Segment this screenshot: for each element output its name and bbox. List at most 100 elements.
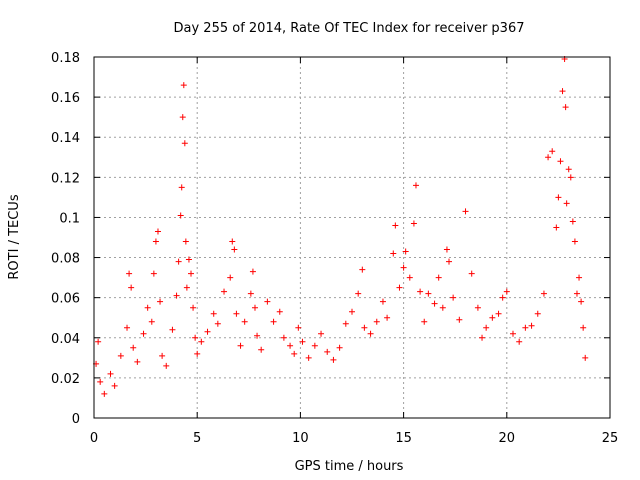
data-point xyxy=(456,316,463,323)
data-point xyxy=(425,290,432,297)
y-tick-label: 0.14 xyxy=(51,131,80,146)
data-point xyxy=(479,334,486,341)
data-point xyxy=(305,354,312,361)
data-point xyxy=(181,140,188,147)
y-tick-label: 0.08 xyxy=(51,252,80,267)
data-point xyxy=(295,324,302,331)
data-point xyxy=(355,290,362,297)
data-point xyxy=(565,166,572,173)
data-point xyxy=(251,304,258,311)
data-point xyxy=(237,342,244,349)
data-point xyxy=(349,308,355,315)
data-point xyxy=(276,308,283,315)
data-point xyxy=(247,290,254,297)
data-point xyxy=(177,212,184,219)
chart-title: Day 255 of 2014, Rate Of TEC Index for r… xyxy=(174,21,525,36)
data-point xyxy=(474,304,481,311)
data-point xyxy=(410,220,417,227)
x-tick-label: 15 xyxy=(395,431,412,446)
data-point xyxy=(359,266,366,273)
data-point xyxy=(555,194,562,201)
data-point xyxy=(582,354,589,361)
data-point xyxy=(157,298,164,305)
data-point xyxy=(117,352,124,359)
data-point xyxy=(258,346,265,353)
data-point xyxy=(182,238,189,245)
data-point xyxy=(241,318,248,325)
x-tick-label: 5 xyxy=(193,431,201,446)
data-point xyxy=(231,246,238,253)
data-points xyxy=(93,56,589,397)
data-point xyxy=(569,218,576,225)
data-point xyxy=(270,318,277,325)
data-point xyxy=(390,250,397,257)
data-point xyxy=(534,310,541,317)
x-tick-label: 0 xyxy=(90,431,98,446)
x-tick-label: 25 xyxy=(602,431,619,446)
data-point xyxy=(101,390,108,397)
y-tick-label: 0.02 xyxy=(51,372,80,387)
y-tick-label: 0.16 xyxy=(51,91,80,106)
data-point xyxy=(192,334,199,341)
data-point xyxy=(173,292,180,299)
data-point xyxy=(562,104,569,111)
data-point xyxy=(396,284,403,291)
data-point xyxy=(443,246,450,253)
y-tick-label: 0.12 xyxy=(51,171,80,186)
data-point xyxy=(280,334,287,341)
data-point xyxy=(402,248,409,255)
data-point xyxy=(233,310,240,317)
data-point xyxy=(311,342,318,349)
data-point xyxy=(227,274,234,281)
data-point xyxy=(180,82,187,89)
data-point xyxy=(128,284,135,291)
data-point xyxy=(384,314,391,321)
axis-ticks: 0 5 10 15 20 25 0 0.02 0.04 0.06 0.08 0.1 0.12 0.14 0.… xyxy=(51,51,618,446)
data-point xyxy=(431,300,438,307)
y-tick-label: 0.1 xyxy=(59,211,80,226)
data-point xyxy=(179,114,186,121)
data-point xyxy=(559,88,566,95)
data-point xyxy=(406,274,413,281)
data-point xyxy=(221,288,228,295)
data-point xyxy=(522,324,529,331)
data-point xyxy=(188,270,195,277)
data-point xyxy=(563,200,570,207)
data-point xyxy=(576,274,583,281)
data-point xyxy=(178,184,185,191)
data-point xyxy=(400,264,407,271)
data-point xyxy=(254,332,261,339)
data-point xyxy=(175,258,182,265)
y-tick-label: 0.06 xyxy=(51,292,80,307)
data-point xyxy=(287,342,294,349)
data-point xyxy=(573,290,580,297)
data-point xyxy=(95,338,102,345)
data-point xyxy=(379,298,386,305)
plot-frame xyxy=(93,56,611,419)
data-point xyxy=(299,338,306,345)
data-point xyxy=(435,274,442,281)
data-point xyxy=(144,304,151,311)
data-point xyxy=(210,310,217,317)
data-point xyxy=(495,310,502,317)
data-point xyxy=(412,182,419,189)
data-point xyxy=(367,330,374,337)
data-point xyxy=(163,362,170,369)
data-point xyxy=(503,288,510,295)
data-point xyxy=(578,298,585,305)
data-point xyxy=(190,304,197,311)
data-point xyxy=(450,294,457,301)
data-point xyxy=(154,228,161,235)
grid xyxy=(94,57,610,418)
data-point xyxy=(557,158,564,165)
data-point xyxy=(336,344,343,351)
data-point xyxy=(130,344,137,351)
data-point xyxy=(264,298,271,305)
data-point xyxy=(421,318,428,325)
data-point xyxy=(159,352,166,359)
data-point xyxy=(169,326,176,333)
data-point xyxy=(549,148,556,155)
data-point xyxy=(439,304,446,311)
data-point xyxy=(324,348,331,355)
